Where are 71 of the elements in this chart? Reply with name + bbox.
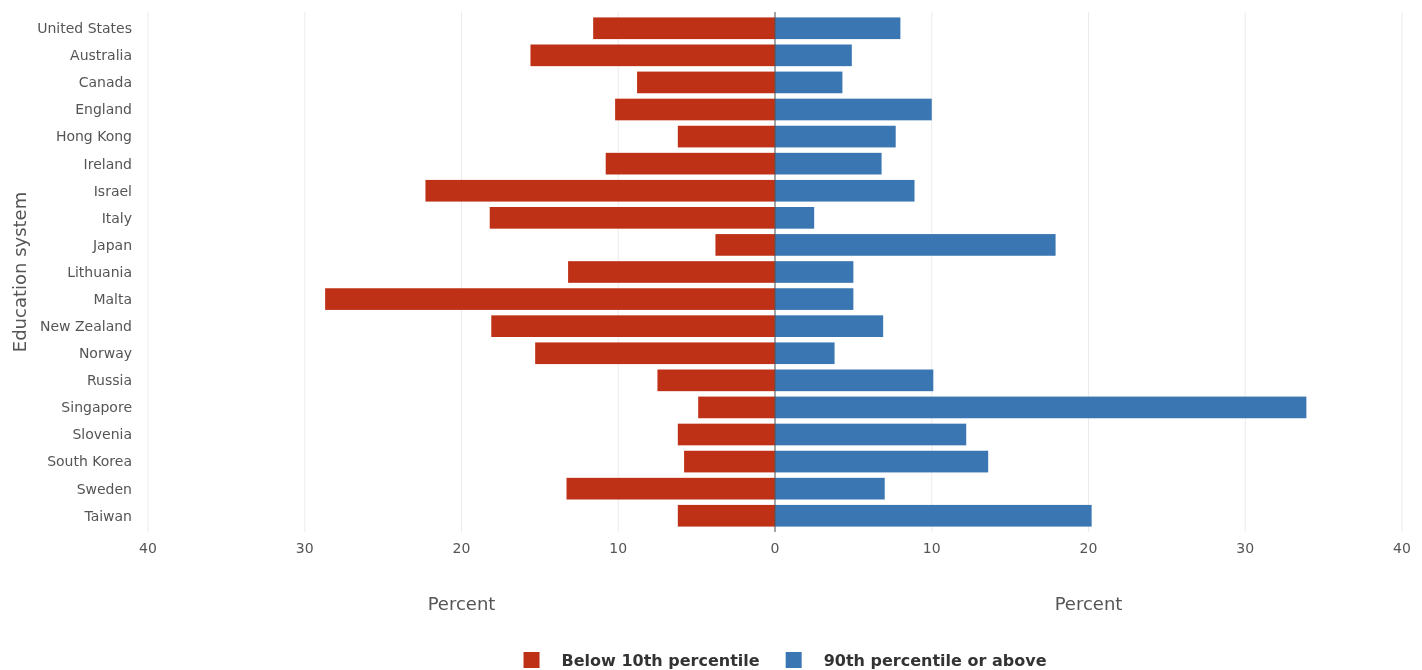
bar	[677, 504, 775, 527]
bar	[775, 396, 1307, 419]
bar	[715, 234, 775, 256]
bar	[775, 288, 854, 310]
y-tick-label: Ireland	[83, 155, 132, 172]
bar	[491, 315, 775, 337]
x-tick-label: 20	[1079, 540, 1098, 556]
y-tick-label: New Zealand	[40, 318, 132, 335]
y-tick-label: Japan	[91, 236, 132, 253]
x-tick-label: 20	[452, 540, 471, 556]
y-tick-label: Norway	[78, 345, 132, 362]
y-tick-label: England	[75, 101, 132, 118]
y-tick-label: South Korea	[47, 453, 132, 470]
y-tick-label: Singapore	[61, 399, 132, 416]
x-tick-label: 10	[922, 540, 941, 556]
x-tick-label: 30	[1236, 540, 1255, 556]
bar	[566, 477, 775, 500]
bar	[775, 98, 932, 121]
bar	[535, 342, 775, 365]
bar	[775, 125, 896, 148]
bar	[775, 44, 852, 67]
y-tick-label: Sweden	[76, 480, 132, 497]
y-tick-label: Canada	[78, 74, 132, 91]
x-tick-label: 40	[139, 540, 157, 556]
x-tick-label: 30	[295, 540, 314, 556]
bar	[325, 288, 775, 310]
bar	[489, 207, 775, 229]
bar	[605, 152, 775, 175]
x-tick-label: 40	[1393, 540, 1411, 556]
bar	[775, 261, 854, 283]
y-tick-label: Malta	[93, 290, 132, 307]
bar	[775, 369, 934, 392]
bar	[530, 44, 775, 67]
bar	[593, 17, 775, 40]
bar	[775, 207, 815, 229]
bar	[775, 450, 989, 473]
bar	[775, 423, 967, 446]
legend-label: 90th percentile or above	[823, 650, 1047, 670]
bar	[568, 261, 775, 283]
y-axis-title: Education system	[9, 191, 30, 353]
bar	[775, 234, 1056, 256]
legend-label: Below 10th percentile	[561, 650, 760, 670]
bar	[684, 450, 775, 473]
bar	[775, 477, 885, 500]
y-tick-label: Russia	[86, 372, 132, 389]
bar	[657, 369, 775, 392]
y-tick-label: Lithuania	[67, 263, 132, 280]
bar	[425, 179, 775, 202]
bar	[677, 125, 775, 148]
bar	[775, 342, 835, 365]
bar	[698, 396, 775, 419]
bar	[775, 17, 901, 40]
x-tick-label: 0	[770, 540, 780, 556]
x-tick-label: 10	[609, 540, 628, 556]
bar	[775, 152, 882, 175]
bar	[775, 504, 1092, 527]
y-tick-label: United States	[37, 20, 132, 37]
bar	[615, 98, 775, 121]
bar	[775, 71, 843, 94]
y-tick-label: Taiwan	[83, 507, 132, 524]
bar	[677, 423, 775, 446]
y-tick-label: Italy	[101, 209, 132, 226]
y-tick-label: Hong Kong	[55, 128, 132, 145]
y-tick-label: Australia	[70, 47, 132, 64]
bar	[775, 315, 884, 337]
x-axis-title: Percent	[427, 593, 496, 614]
bar	[637, 71, 775, 94]
text: Percent	[1054, 593, 1123, 614]
y-tick-label: Slovenia	[72, 426, 132, 443]
y-tick-label: Israel	[93, 182, 132, 199]
bar	[775, 179, 915, 202]
